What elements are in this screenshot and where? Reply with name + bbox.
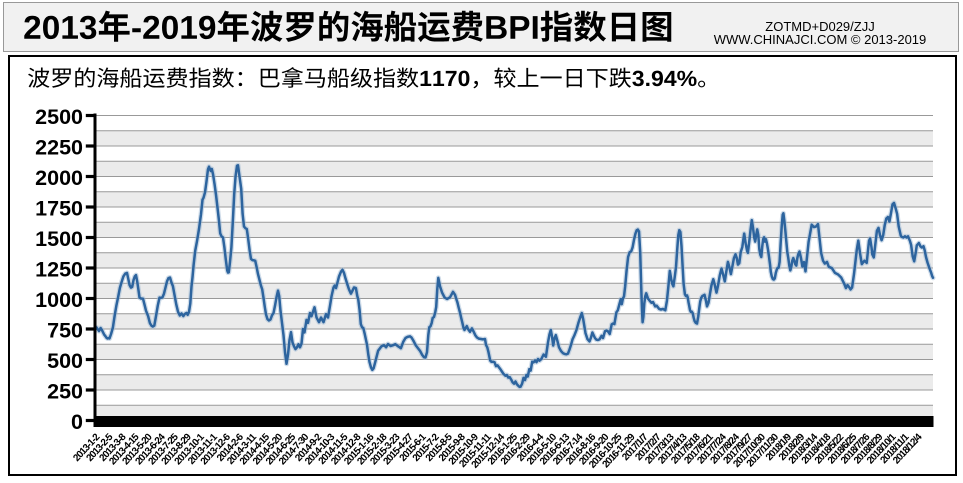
svg-text:1250: 1250 [35, 258, 83, 282]
svg-text:500: 500 [47, 349, 83, 373]
svg-text:0: 0 [71, 410, 83, 434]
svg-text:2000: 2000 [35, 166, 83, 190]
svg-text:750: 750 [47, 319, 83, 343]
svg-text:2500: 2500 [35, 105, 83, 129]
svg-text:1000: 1000 [35, 288, 83, 312]
svg-text:1500: 1500 [35, 227, 83, 251]
svg-text:1750: 1750 [35, 197, 83, 221]
svg-text:2250: 2250 [35, 136, 83, 160]
svg-text:250: 250 [47, 380, 83, 404]
